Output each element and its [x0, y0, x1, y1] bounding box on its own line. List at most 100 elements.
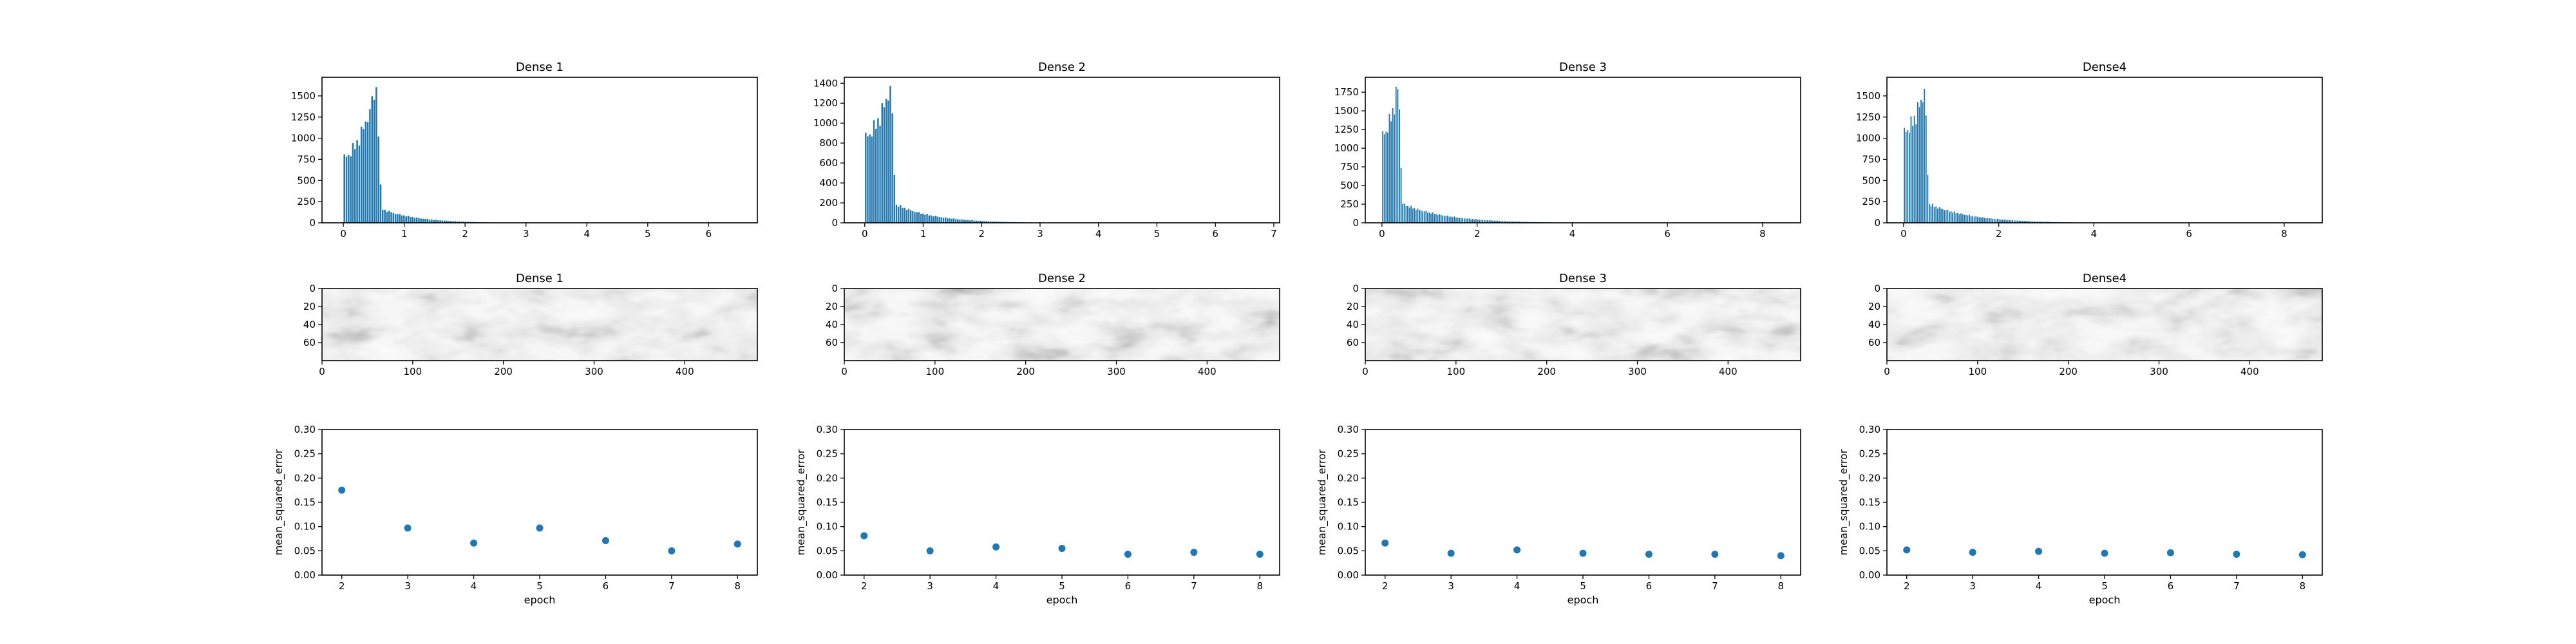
y-tick-label: 0.10 [1859, 521, 1880, 533]
histogram-bar [345, 156, 348, 223]
histogram-bar [1956, 213, 1959, 223]
histogram-bar [913, 211, 916, 223]
histogram-bar [1906, 129, 1909, 223]
histogram-bar [1423, 211, 1426, 223]
scatter-point [992, 543, 1000, 551]
histogram-bar [1392, 108, 1394, 223]
scatter-point [1969, 549, 1976, 556]
x-tick-label: 4 [1095, 228, 1102, 240]
histogram-bar [901, 207, 904, 223]
x-tick-label: 1 [920, 228, 927, 240]
histogram-bar [1989, 217, 1993, 223]
histogram-bar [1433, 213, 1435, 223]
histogram-bar [880, 102, 884, 223]
axes-frame [844, 429, 1280, 576]
x-tick-label: 2 [1382, 580, 1388, 592]
x-tick-label: 300 [1107, 366, 1126, 377]
histogram-bar [1456, 217, 1459, 223]
scatter-point [470, 539, 478, 547]
y-tick-label: 40 [1868, 319, 1880, 330]
histogram-bar [354, 148, 357, 223]
x-tick-label: 0 [340, 228, 346, 240]
histogram-bar [377, 136, 380, 223]
histogram-bar [1383, 133, 1386, 223]
histogram-bar [1968, 214, 1971, 223]
y-tick-label: 0.10 [294, 521, 316, 533]
histogram-bar [1458, 217, 1461, 223]
x-tick-label: 8 [1256, 580, 1263, 592]
histogram-bar [1978, 216, 1981, 223]
scatter-point [860, 532, 868, 540]
histogram-bar [1450, 216, 1452, 223]
histogram-bar [1920, 99, 1922, 223]
y-tick-label: 20 [826, 301, 838, 312]
y-tick-label: 1000 [813, 117, 838, 129]
histogram-bar [351, 142, 354, 223]
y-tick-label: 0 [309, 283, 316, 294]
histogram-bar [1969, 216, 1973, 223]
histogram-bar [1401, 203, 1404, 223]
scatter-point [1256, 551, 1264, 558]
histogram-bar [948, 218, 951, 223]
x-tick-label: 6 [2168, 580, 2174, 592]
histogram-bar [1419, 210, 1423, 223]
histogram-panel: 0 2 4 6 8 0 250 500 750 1000 1250 1500 1750 Dense 3 [1334, 61, 1801, 240]
panel-title: Dense 1 [516, 272, 564, 285]
x-tick-label: 4 [471, 580, 477, 592]
histogram-bar [1903, 127, 1906, 223]
histogram-bar [1929, 205, 1933, 223]
histogram-bar [1991, 218, 1994, 223]
panel-title: Dense 2 [1038, 272, 1086, 285]
histogram-bar [934, 215, 937, 223]
y-tick-label: 1200 [813, 97, 838, 109]
histogram-bar [1973, 216, 1976, 223]
histogram-bar [958, 219, 961, 223]
y-tick-label: 0.00 [817, 569, 838, 581]
histogram-bar [917, 211, 920, 223]
histogram-bar [1986, 217, 1989, 223]
histogram-bar [932, 216, 935, 223]
histogram-bar [1408, 207, 1411, 223]
x-tick-label: 100 [1969, 366, 1987, 377]
histogram-bar [402, 214, 406, 223]
x-tick-label: 100 [926, 366, 945, 377]
histogram-bar [944, 216, 947, 223]
x-tick-label: 2 [462, 228, 468, 240]
x-tick-label: 6 [1664, 228, 1671, 240]
x-tick-label: 5 [1154, 228, 1160, 240]
histogram-bar [940, 216, 943, 223]
x-tick-label: 0 [1900, 228, 1907, 240]
scatter-point [536, 524, 544, 532]
histogram-bar [1463, 218, 1466, 223]
x-tick-label: 0 [1379, 228, 1385, 240]
histogram-bar [413, 217, 416, 223]
histogram-bar [1470, 218, 1472, 223]
y-tick-label: 500 [1862, 175, 1880, 186]
histogram-bar [1931, 203, 1934, 223]
x-tick-label: 300 [585, 366, 603, 377]
histogram-bar [366, 121, 370, 223]
y-tick-label: 750 [1862, 153, 1880, 165]
x-tick-label: 0 [841, 366, 848, 377]
y-tick-label: 0 [1874, 283, 1880, 294]
y-tick-label: 1000 [1334, 142, 1359, 154]
histogram-bar [876, 117, 880, 223]
scatter-point [1381, 539, 1389, 547]
histogram-bar [1440, 214, 1443, 223]
x-axis-label: epoch [524, 594, 556, 606]
y-tick-label: 40 [826, 319, 838, 330]
x-tick-label: 4 [2036, 580, 2042, 592]
x-tick-label: 3 [1448, 580, 1454, 592]
histogram-bar [895, 204, 898, 223]
x-tick-label: 3 [404, 580, 411, 592]
histogram-bar [1416, 208, 1419, 223]
scatter-point [338, 486, 346, 494]
x-tick-label: 0 [1884, 366, 1890, 377]
scatter-point [1058, 545, 1066, 553]
histogram-bar [1441, 214, 1444, 223]
x-tick-label: 7 [668, 580, 675, 592]
y-tick-label: 1250 [291, 111, 316, 123]
histogram-bar [868, 133, 871, 223]
y-tick-label: 0.30 [817, 424, 838, 435]
histogram-bar [370, 95, 374, 223]
